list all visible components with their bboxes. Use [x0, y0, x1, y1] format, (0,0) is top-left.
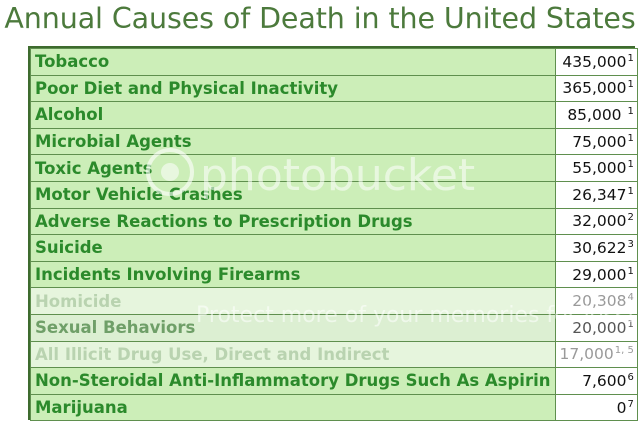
table-row: All Illicit Drug Use, Direct and Indirec…: [30, 340, 638, 369]
death-count-cell: 20,3084: [554, 287, 638, 315]
causes-table-body: Tobacco 435,0001 Poor Diet and Physical In…: [30, 48, 638, 422]
table-row: Non-Steroidal Anti-Inflammatory Drugs Su…: [30, 367, 638, 395]
death-count-cell: 29,0001: [554, 260, 638, 289]
footnote-ref: 1: [627, 265, 634, 277]
death-count: 435,000: [562, 52, 627, 71]
footnote-ref: 6: [627, 371, 634, 383]
table-row: Homicide 20,3084: [30, 287, 638, 315]
causes-table: Tobacco 435,0001 Poor Diet and Physical In…: [28, 46, 638, 422]
cause-cell: Microbial Agents: [30, 127, 556, 156]
cause-cell: Alcohol: [30, 101, 556, 129]
footnote-ref: 3: [627, 238, 634, 250]
table-row: Suicide 30,6223: [30, 234, 638, 262]
footnote-ref: 1: [627, 105, 634, 117]
footnote-ref: 1: [627, 79, 634, 91]
page-title: Annual Causes of Death in the United Sta…: [4, 2, 636, 35]
table-row: Incidents Involving Firearms 29,0001: [30, 260, 638, 289]
death-count-cell: 55,0001: [554, 154, 638, 182]
cause-cell: All Illicit Drug Use, Direct and Indirec…: [30, 340, 556, 369]
death-count: 365,000: [562, 79, 627, 98]
death-count-cell: 26,3471: [554, 180, 638, 209]
cause-cell: Toxic Agents: [30, 154, 556, 182]
cause-cell: Motor Vehicle Crashes: [30, 180, 556, 209]
cause-cell: Poor Diet and Physical Inactivity: [30, 74, 556, 103]
table-row: Sexual Behaviors 20,0001: [30, 313, 638, 342]
footnote-ref: 1: [627, 159, 634, 171]
footnote-ref: 1: [627, 52, 634, 64]
death-count: 55,000: [572, 159, 627, 178]
death-count-cell: 07: [554, 393, 638, 422]
cause-cell: Marijuana: [30, 393, 556, 422]
causes-table-grid: Tobacco 435,0001 Poor Diet and Physical In…: [30, 48, 638, 422]
table-row: Microbial Agents 75,0001: [30, 127, 638, 156]
cause-cell: Homicide: [30, 287, 556, 315]
table-row: Toxic Agents 55,0001: [30, 154, 638, 182]
footnote-ref: 7: [627, 398, 634, 410]
cause-cell: Tobacco: [30, 48, 556, 76]
death-count-cell: 17,0001, 5: [554, 340, 638, 369]
death-count: 85,000: [567, 105, 627, 124]
table-row: Marijuana 07: [30, 393, 638, 422]
death-count-cell: 30,6223: [554, 234, 638, 262]
death-count-cell: 85,000 1: [554, 101, 638, 129]
death-count: 7,600: [582, 371, 627, 390]
table-row: Adverse Reactions to Prescription Drugs 3…: [30, 207, 638, 236]
footnote-ref: 1, 5: [614, 345, 634, 357]
footnote-ref: 1: [627, 318, 634, 330]
death-count: 17,000: [559, 345, 614, 364]
footnote-ref: 4: [627, 292, 634, 304]
death-count: 0: [616, 398, 627, 417]
death-count-cell: 435,0001: [554, 48, 638, 76]
death-count: 20,000: [572, 318, 627, 337]
cause-cell: Adverse Reactions to Prescription Drugs: [30, 207, 556, 236]
table-row: Motor Vehicle Crashes 26,3471: [30, 180, 638, 209]
table-row: Tobacco 435,0001: [30, 48, 638, 76]
footnote-ref: 2: [627, 212, 634, 224]
table-row: Alcohol 85,000 1: [30, 101, 638, 129]
cause-cell: Suicide: [30, 234, 556, 262]
death-count-cell: 7,6006: [554, 367, 638, 395]
death-count: 20,308: [572, 292, 627, 311]
cause-cell: Sexual Behaviors: [30, 313, 556, 342]
cause-cell: Incidents Involving Firearms: [30, 260, 556, 289]
death-count: 75,000: [572, 132, 627, 151]
cause-cell: Non-Steroidal Anti-Inflammatory Drugs Su…: [30, 367, 556, 395]
table-row: Poor Diet and Physical Inactivity 365,000…: [30, 74, 638, 103]
death-count: 29,000: [572, 265, 627, 284]
death-count: 32,000: [572, 212, 627, 231]
death-count-cell: 32,0002: [554, 207, 638, 236]
footnote-ref: 1: [627, 185, 634, 197]
death-count: 26,347: [572, 185, 627, 204]
death-count-cell: 75,0001: [554, 127, 638, 156]
death-count-cell: 365,0001: [554, 74, 638, 103]
death-count-cell: 20,0001: [554, 313, 638, 342]
footnote-ref: 1: [627, 132, 634, 144]
death-count: 30,622: [572, 238, 627, 257]
